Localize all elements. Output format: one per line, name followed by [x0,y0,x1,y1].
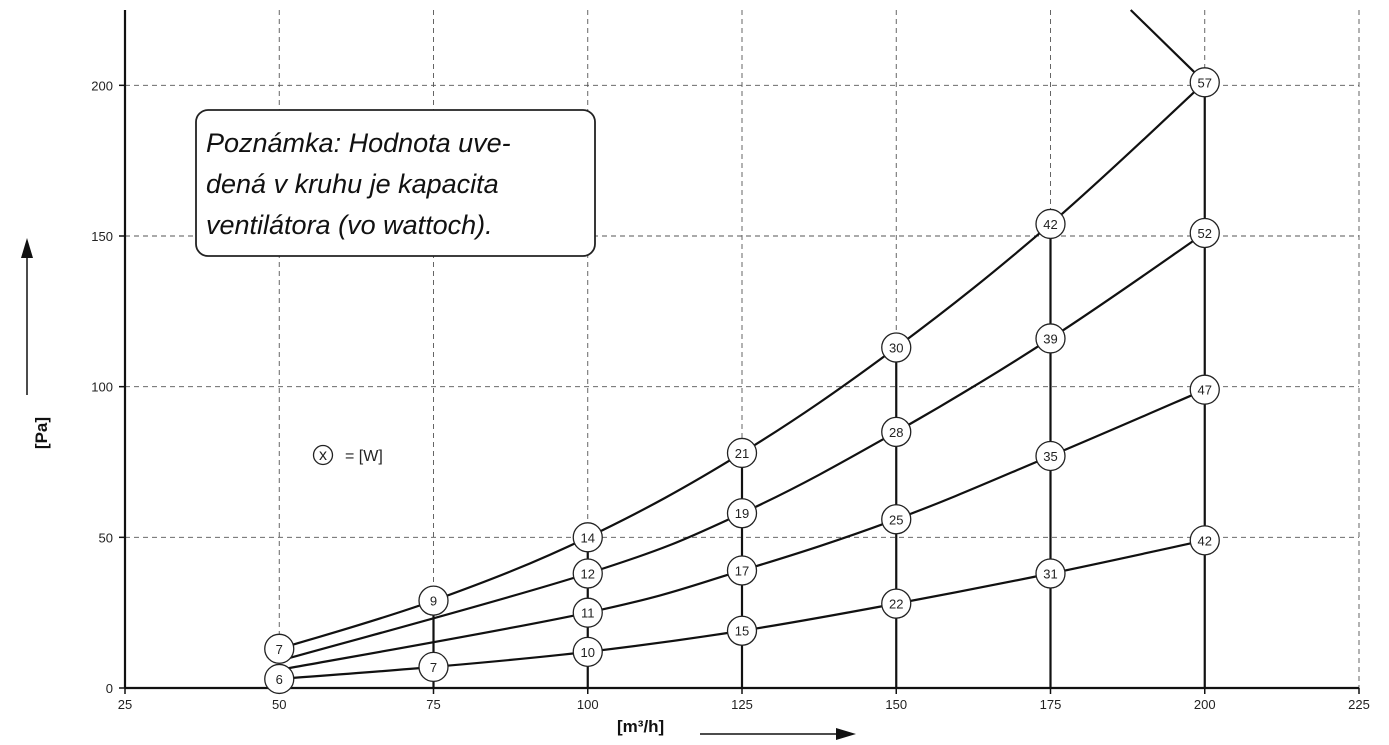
x-tick-label: 75 [426,697,440,712]
axes [119,10,1360,694]
tick-labels: 25 50 75 100 125 150 175 200 225 0 50 100 150 200 [91,78,1370,712]
point-label: 7 [430,660,437,675]
x-axis-arrow-head [836,728,856,740]
point-label: 52 [1198,226,1212,241]
point-label: 15 [735,624,749,639]
point-label: 57 [1198,75,1212,90]
y-tick-label: 0 [106,681,113,696]
point-label: 31 [1043,566,1057,581]
point-marker [881,416,912,448]
y-axis-title: [Pa] [32,417,51,449]
point-label: 6 [276,672,283,687]
point-marker [1189,374,1220,405]
point-marker [726,437,758,469]
x-axis-title-group: [m³/h] [617,717,856,740]
x-axis-title: [m³/h] [617,717,664,736]
point-marker [1189,217,1220,249]
point-marker [1035,440,1066,472]
y-axis-title-group: [Pa] [21,238,51,449]
limit-line [1129,9,1206,84]
x-tick-label: 175 [1040,697,1062,712]
point-marker [726,555,758,586]
legend-text: = [W] [345,448,383,465]
point-marker [1035,323,1066,354]
point-marker [418,651,449,683]
point-label: 12 [581,566,595,581]
point-marker [1035,558,1066,589]
point-label: 10 [581,645,595,660]
note-line-3: ventilátora (vo wattoch). [206,210,493,240]
x-tick-label: 25 [118,697,132,712]
point-marker [264,663,295,695]
note-line-1: Poznámka: Hodnota uve- [206,128,511,158]
point-marker [1189,67,1220,98]
y-tick-label: 150 [91,229,113,244]
point-marker [881,332,912,363]
point-marker [1035,208,1066,240]
y-tick-label: 200 [91,78,113,93]
point-label: 11 [581,606,595,621]
y-axis-arrow-head [21,238,33,258]
point-label: 42 [1043,217,1057,232]
point-label: 47 [1198,383,1212,398]
x-tick-label: 50 [272,697,286,712]
point-label: 42 [1198,533,1212,548]
point-label: 22 [889,597,903,612]
point-markers: 7 9 14 21 30 42 57 12 19 28 39 52 11 17 25 35 47 6 7 10 15 22… [264,67,1220,695]
note-line-2: dená v kruhu je kapacita [206,169,499,199]
point-marker [572,636,603,667]
series-line [278,232,1206,662]
legend-symbol: x [319,447,327,464]
point-label: 9 [430,594,437,609]
y-tick-label: 50 [99,530,113,545]
y-tick-label: 100 [91,380,113,395]
x-tick-label: 200 [1194,697,1216,712]
legend-symbol-circle [312,444,334,466]
legend: x = [W] [312,444,383,466]
point-marker [572,558,603,589]
point-marker [264,633,295,664]
point-marker [572,597,603,628]
x-tick-label: 150 [885,697,907,712]
note-box-frame [195,109,596,257]
point-label: 30 [889,340,903,355]
point-marker [418,585,449,616]
x-tick-label: 225 [1348,697,1370,712]
point-label: 35 [1043,449,1057,464]
point-label: 19 [735,506,749,521]
x-tick-label: 100 [577,697,599,712]
point-marker [726,615,758,646]
point-marker [881,504,912,535]
point-marker [881,588,912,619]
point-label: 7 [276,642,283,657]
point-marker [726,498,758,529]
point-marker [572,522,603,553]
point-label: 39 [1043,331,1057,346]
note-box: Poznámka: Hodnota uve- dená v kruhu je k… [195,109,596,257]
point-label: 21 [735,446,749,461]
point-label: 17 [735,563,749,578]
point-label: 14 [581,530,595,545]
point-marker [1189,525,1220,556]
point-label: 28 [889,425,903,440]
point-label: 25 [889,512,903,527]
x-tick-label: 125 [731,697,753,712]
